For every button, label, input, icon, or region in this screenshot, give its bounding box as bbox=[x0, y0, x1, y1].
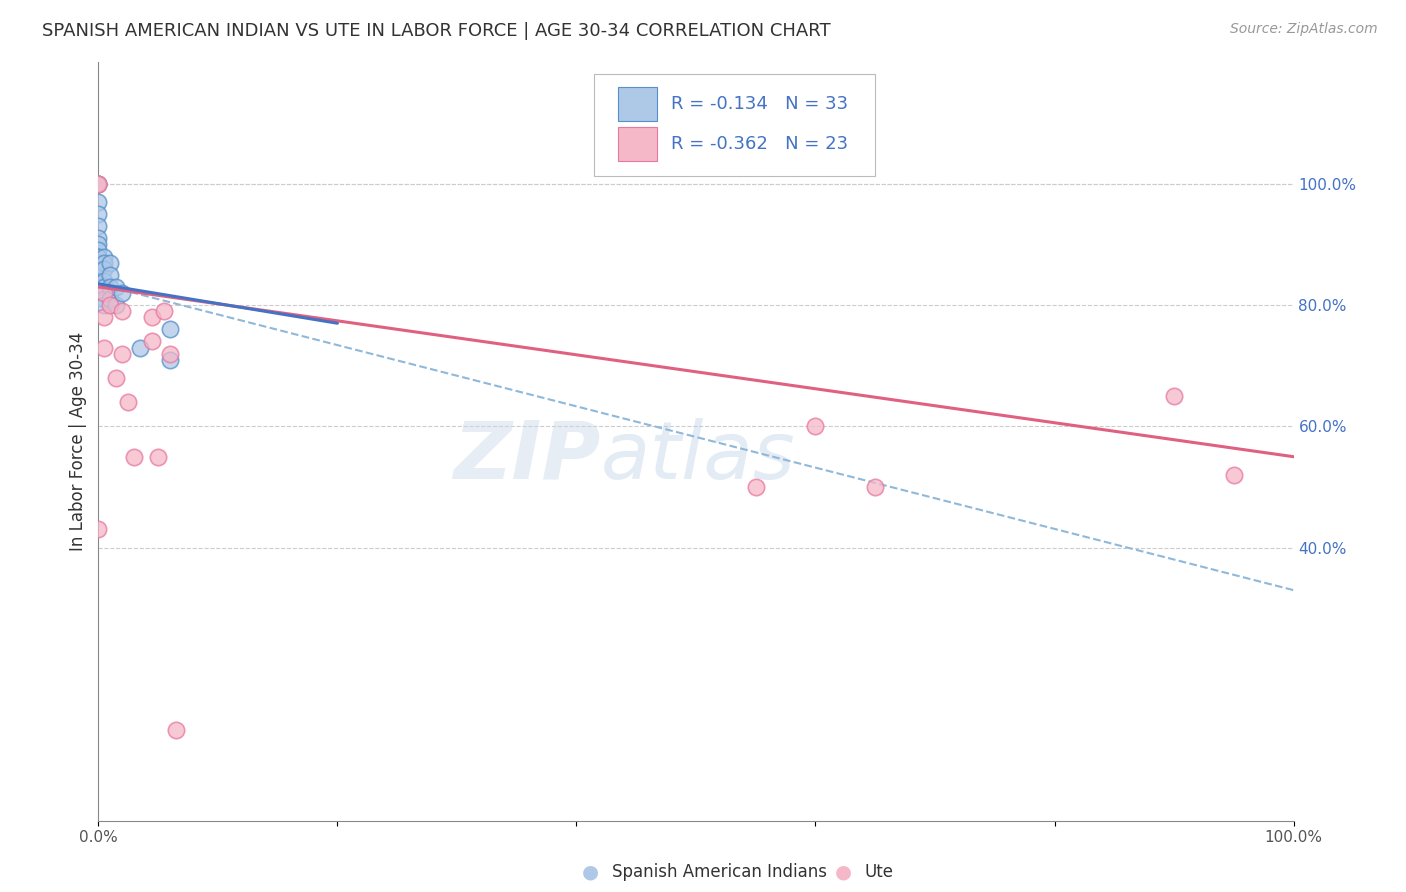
Text: Ute: Ute bbox=[865, 863, 894, 881]
Point bbox=[93, 341, 115, 355]
Point bbox=[98, 292, 122, 306]
Point bbox=[165, 723, 187, 737]
Text: atlas: atlas bbox=[600, 417, 796, 496]
Point bbox=[87, 231, 110, 245]
Point bbox=[87, 177, 110, 191]
Point bbox=[87, 244, 110, 258]
Point bbox=[124, 450, 146, 464]
Point bbox=[87, 194, 110, 209]
Point bbox=[87, 177, 110, 191]
Point bbox=[105, 280, 128, 294]
Text: Spanish American Indians: Spanish American Indians bbox=[612, 863, 827, 881]
Text: R = -0.362   N = 23: R = -0.362 N = 23 bbox=[671, 135, 848, 153]
Point bbox=[93, 292, 115, 306]
Point bbox=[111, 304, 134, 318]
Point bbox=[141, 310, 163, 325]
Point bbox=[93, 310, 115, 325]
Point bbox=[159, 346, 181, 360]
Y-axis label: In Labor Force | Age 30-34: In Labor Force | Age 30-34 bbox=[69, 332, 87, 551]
Point bbox=[93, 250, 115, 264]
Point bbox=[129, 341, 152, 355]
Text: ZIP: ZIP bbox=[453, 417, 600, 496]
Text: ●: ● bbox=[582, 863, 599, 882]
Point bbox=[1223, 467, 1246, 482]
Point bbox=[159, 352, 181, 367]
Point bbox=[98, 280, 122, 294]
Point bbox=[87, 261, 110, 276]
Text: SPANISH AMERICAN INDIAN VS UTE IN LABOR FORCE | AGE 30-34 CORRELATION CHART: SPANISH AMERICAN INDIAN VS UTE IN LABOR … bbox=[42, 22, 831, 40]
Point bbox=[87, 261, 110, 276]
Point bbox=[93, 298, 115, 312]
Point bbox=[98, 298, 122, 312]
FancyBboxPatch shape bbox=[619, 127, 657, 161]
Point bbox=[87, 219, 110, 234]
FancyBboxPatch shape bbox=[595, 74, 876, 177]
Point bbox=[93, 274, 115, 288]
Text: R = -0.134   N = 33: R = -0.134 N = 33 bbox=[671, 95, 848, 112]
FancyBboxPatch shape bbox=[619, 87, 657, 120]
Point bbox=[159, 322, 181, 336]
Point bbox=[87, 255, 110, 269]
Point bbox=[93, 280, 115, 294]
Point bbox=[93, 285, 115, 300]
Point bbox=[111, 346, 134, 360]
Point bbox=[87, 274, 110, 288]
Point bbox=[804, 419, 827, 434]
Point bbox=[87, 250, 110, 264]
Point bbox=[141, 334, 163, 349]
Point bbox=[87, 523, 110, 537]
Point bbox=[1163, 389, 1185, 403]
Text: Source: ZipAtlas.com: Source: ZipAtlas.com bbox=[1230, 22, 1378, 37]
Point bbox=[93, 255, 115, 269]
Point bbox=[87, 177, 110, 191]
Point bbox=[105, 298, 128, 312]
Point bbox=[111, 285, 134, 300]
Point bbox=[87, 237, 110, 252]
Point bbox=[87, 177, 110, 191]
Point bbox=[148, 450, 170, 464]
Point bbox=[745, 480, 768, 494]
Point bbox=[87, 268, 110, 282]
Point bbox=[87, 207, 110, 221]
Point bbox=[87, 250, 110, 264]
Point bbox=[98, 255, 122, 269]
Point bbox=[87, 280, 110, 294]
Point bbox=[153, 304, 176, 318]
Point bbox=[105, 371, 128, 385]
Point bbox=[98, 268, 122, 282]
Point bbox=[865, 480, 887, 494]
Text: ●: ● bbox=[835, 863, 852, 882]
Point bbox=[117, 395, 139, 409]
Point bbox=[93, 261, 115, 276]
